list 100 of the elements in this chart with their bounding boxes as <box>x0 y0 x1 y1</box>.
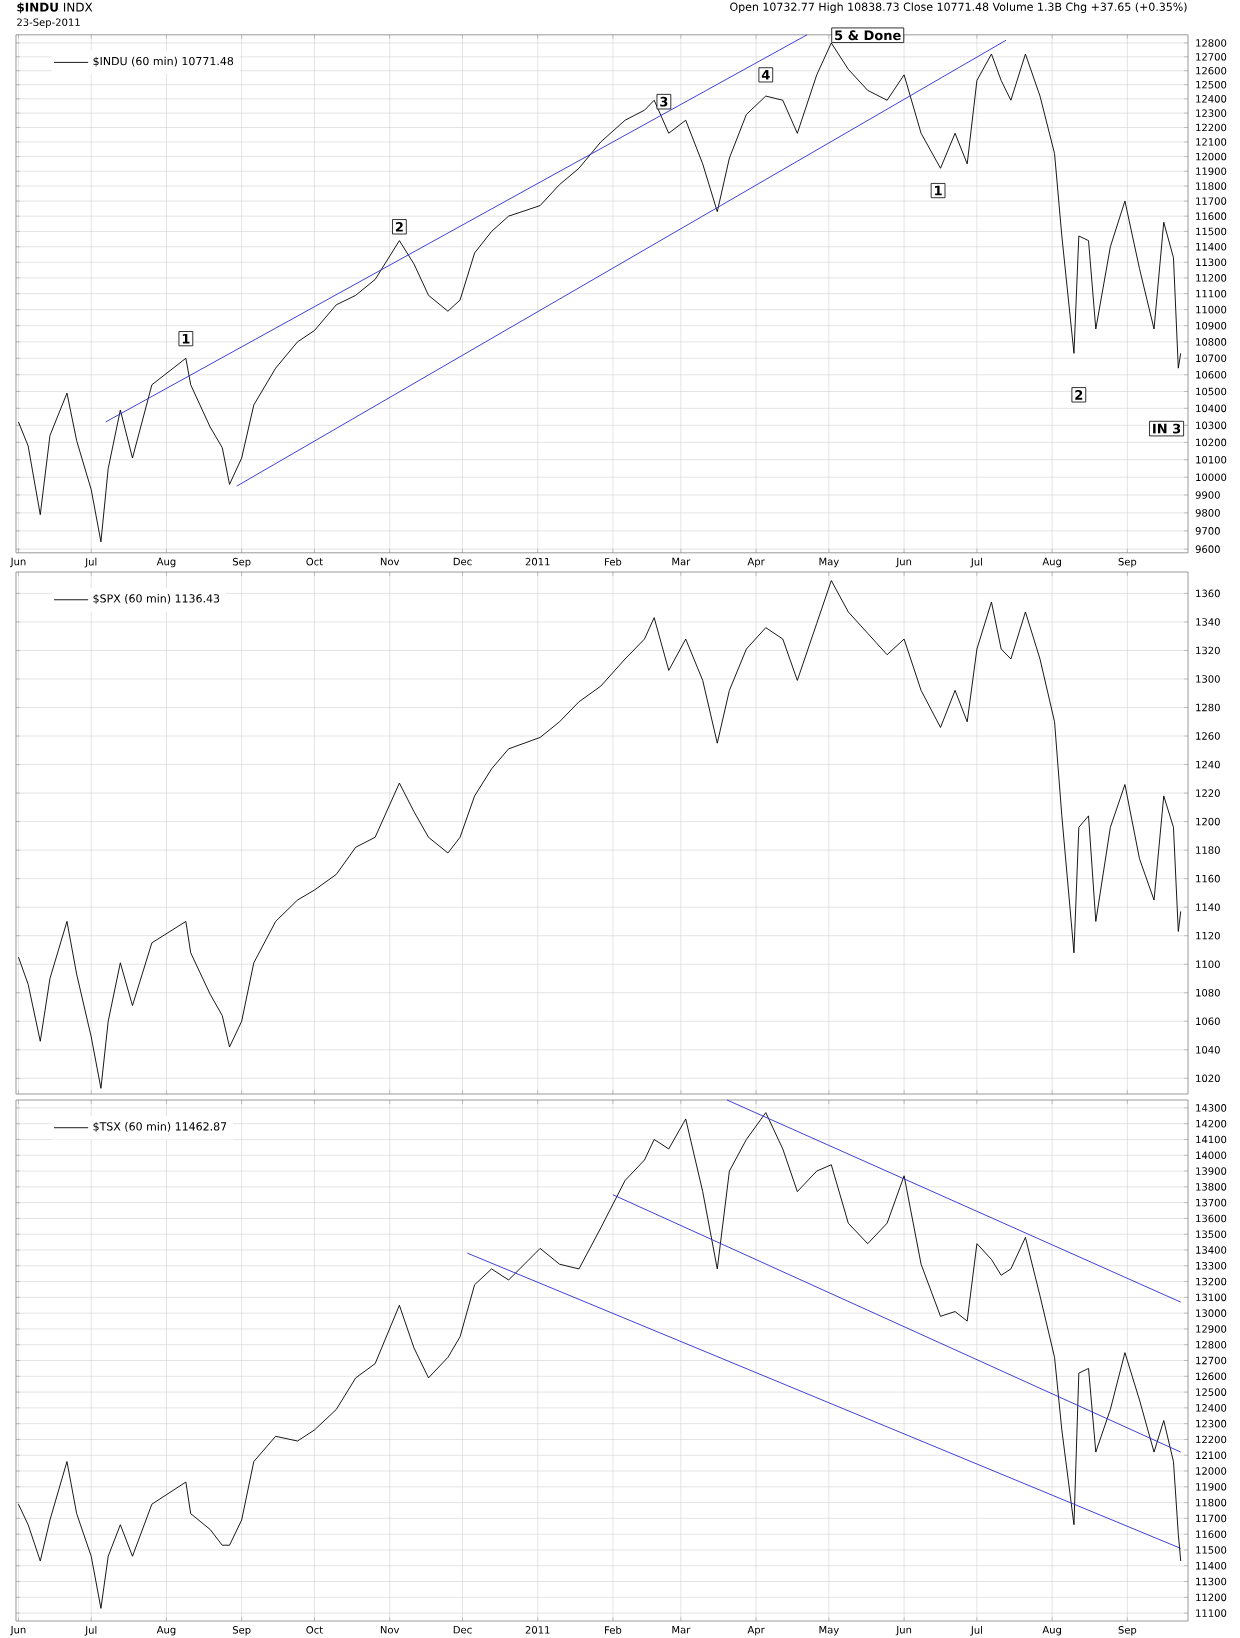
y-tick-label: 13600 <box>1196 1214 1227 1223</box>
y-tick-label: 1280 <box>1196 703 1220 712</box>
x-tick-label: Jun <box>895 1626 912 1636</box>
chart-title: $INDU INDX <box>17 2 93 14</box>
y-tick-label: 9600 <box>1195 545 1220 553</box>
annotation: 1 <box>935 185 942 196</box>
y-tick-label: 13100 <box>1196 1293 1227 1302</box>
chart-subtitle: 23-Sep-2011 <box>17 18 80 28</box>
y-tick-label: 12100 <box>1196 138 1227 146</box>
annotation: 4 <box>761 70 770 80</box>
y-tick-label: 1100 <box>1196 960 1220 969</box>
y-tick-label: 1320 <box>1196 646 1220 655</box>
y-tick-label: 1140 <box>1196 903 1220 911</box>
x-tick-label: Aug <box>156 557 176 568</box>
x-tick-label: Dec <box>453 557 472 566</box>
x-tick-label: Aug <box>1042 1626 1061 1636</box>
y-tick-label: 10600 <box>1196 370 1227 379</box>
x-tick-label: Aug <box>156 1626 176 1636</box>
x-tick-label: Jul <box>970 1626 983 1636</box>
y-tick-label: 10000 <box>1196 473 1227 482</box>
y-tick-label: 9800 <box>1195 509 1220 517</box>
x-tick-label: Jun <box>895 557 912 568</box>
y-tick-label: 11600 <box>1196 1530 1227 1538</box>
y-tick-label: 11000 <box>1196 305 1227 314</box>
y-tick-label: 14200 <box>1196 1119 1227 1128</box>
y-tick-label: 12700 <box>1196 53 1227 61</box>
y-tick-label: 1240 <box>1196 760 1220 769</box>
y-tick-label: 11300 <box>1196 1577 1227 1586</box>
y-tick-label: 11900 <box>1196 1483 1227 1491</box>
x-tick-label: Nov <box>380 557 400 566</box>
annotation: 2 <box>395 221 403 232</box>
y-tick-label: 11700 <box>1196 197 1227 205</box>
y-tick-label: 10700 <box>1196 354 1227 363</box>
y-tick-label: 12500 <box>1196 80 1227 89</box>
y-tick-label: 12400 <box>1196 95 1227 103</box>
x-tick-label: 2011 <box>525 1626 550 1634</box>
x-tick-label: Mar <box>672 1626 691 1634</box>
x-tick-label: Jul <box>84 1626 97 1636</box>
x-tick-label: Feb <box>605 557 622 566</box>
y-tick-label: 1340 <box>1196 618 1220 626</box>
y-tick-label: 11700 <box>1196 1514 1227 1523</box>
annotation: 2 <box>1075 390 1083 400</box>
legend-label: $INDU (60 min) 10771.48 <box>93 56 234 67</box>
y-tick-label: 10800 <box>1196 338 1227 346</box>
y-tick-label: 9700 <box>1195 527 1220 535</box>
x-tick-label: Aug <box>1042 557 1061 568</box>
y-tick-label: 14100 <box>1196 1135 1227 1144</box>
y-tick-label: 13700 <box>1196 1198 1227 1207</box>
y-tick-label: 11500 <box>1196 1546 1227 1554</box>
legend-label: $SPX (60 min) 1136.43 <box>93 594 220 605</box>
y-tick-label: 12200 <box>1196 123 1227 132</box>
annotation: 3 <box>660 96 668 107</box>
y-tick-label: 11100 <box>1196 1609 1227 1617</box>
y-tick-label: 12300 <box>1196 109 1227 117</box>
y-tick-label: 1160 <box>1196 874 1220 883</box>
annotation: 5 & Done <box>835 30 901 41</box>
y-tick-label: 13800 <box>1196 1183 1227 1191</box>
y-tick-label: 13500 <box>1196 1230 1227 1239</box>
x-tick-label: Apr <box>747 1626 765 1636</box>
x-tick-label: Sep <box>232 1626 251 1636</box>
y-tick-label: 11800 <box>1196 1498 1227 1507</box>
x-tick-label: Sep <box>232 557 251 568</box>
y-tick-label: 10500 <box>1196 387 1227 396</box>
y-tick-label: 12000 <box>1196 1467 1227 1475</box>
x-tick-label: Feb <box>605 1626 622 1634</box>
y-tick-label: 11400 <box>1196 1561 1227 1570</box>
x-tick-label: Oct <box>306 557 323 566</box>
y-tick-label: 12200 <box>1196 1435 1227 1444</box>
y-tick-label: 12900 <box>1196 1325 1227 1333</box>
y-tick-label: 10300 <box>1196 421 1227 430</box>
y-tick-label: 12600 <box>1196 66 1227 75</box>
y-tick-label: 1360 <box>1196 589 1220 598</box>
y-tick-label: 1220 <box>1196 789 1220 797</box>
y-tick-label: 11400 <box>1196 242 1227 251</box>
y-tick-label: 13200 <box>1196 1277 1227 1286</box>
y-tick-label: 9900 <box>1195 491 1220 499</box>
annotation: 1 <box>182 333 190 344</box>
y-tick-label: 12700 <box>1196 1356 1227 1365</box>
y-tick-label: 10900 <box>1196 321 1227 330</box>
y-tick-label: 13400 <box>1196 1246 1227 1254</box>
y-tick-label: 1040 <box>1196 1046 1220 1054</box>
y-tick-label: 11500 <box>1196 227 1227 236</box>
annotation: IN 3 <box>1153 423 1181 434</box>
x-tick-label: Jun <box>10 1626 26 1636</box>
x-tick-label: Sep <box>1118 1626 1137 1636</box>
y-tick-label: 1200 <box>1196 817 1220 826</box>
line-series <box>17 580 1182 1089</box>
y-tick-label: 13000 <box>1196 1309 1227 1317</box>
x-tick-label: Jul <box>84 557 97 568</box>
y-tick-label: 1180 <box>1196 846 1220 854</box>
y-tick-label: 1120 <box>1196 931 1220 940</box>
y-tick-label: 1060 <box>1196 1017 1220 1026</box>
y-tick-label: 1020 <box>1196 1074 1220 1083</box>
y-tick-label: 13300 <box>1196 1261 1227 1270</box>
y-tick-label: 12500 <box>1196 1388 1227 1396</box>
text: Open 10732.77 High 10838.73 Close 10771.48 Volume 1.3B Chg +37.65 (+0.35%) <box>730 2 1187 14</box>
y-tick-label: 13900 <box>1196 1167 1227 1175</box>
x-tick-label: Mar <box>672 557 691 566</box>
x-tick-label: 2011 <box>525 557 550 566</box>
y-tick-label: 12800 <box>1196 39 1227 47</box>
